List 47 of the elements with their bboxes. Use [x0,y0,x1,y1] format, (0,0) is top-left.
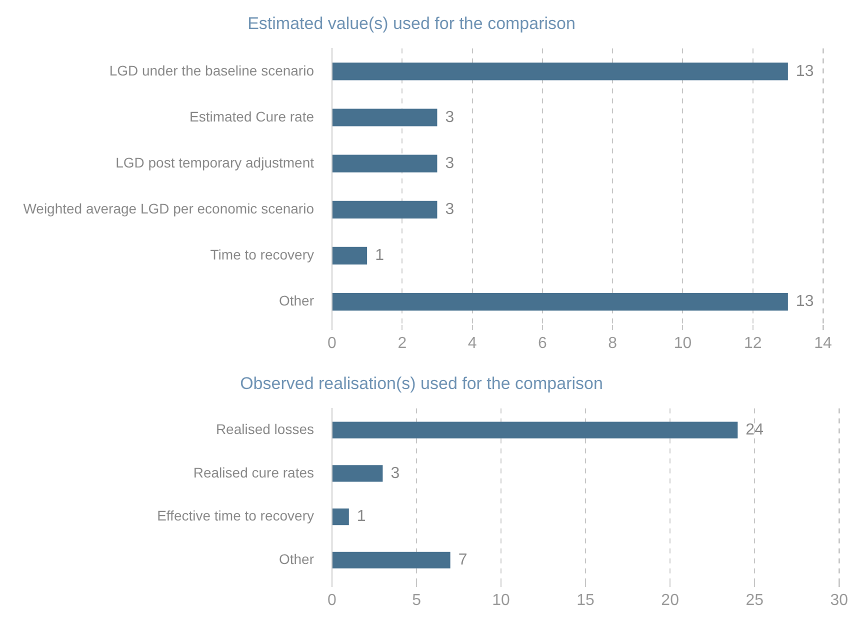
x-tick-label: 20 [661,592,680,609]
bar [332,200,438,218]
bar [332,552,450,568]
y-tick-label: Other [278,292,314,309]
x-tick-label: 8 [608,334,618,352]
bar [332,62,788,80]
x-tick-label: 0 [328,592,337,609]
x-tick-label: 10 [492,592,510,609]
bar [332,508,349,526]
y-tick-label: Other [278,550,314,567]
bar [332,465,383,482]
chart-title: Estimated value(s) used for the comparison [248,14,576,33]
bar [332,154,438,172]
x-tick-label: 2 [398,334,407,352]
x-tick-label: 15 [576,592,595,609]
data-label: 3 [445,108,454,126]
y-tick-label: LGD post temporary adjustment [116,154,314,170]
y-tick-label: Weighted average LGD per economic scenario [23,200,314,216]
x-tick-label: 6 [538,334,547,352]
x-tick-label: 14 [814,334,832,352]
y-tick-label: Realised losses [216,420,314,437]
y-tick-label: LGD under the baseline scenario [109,62,314,78]
bar [332,292,788,311]
x-tick-label: 4 [468,334,477,352]
data-label: 3 [390,464,400,482]
y-tick-label: Time to recovery [210,246,314,263]
data-label: 24 [746,421,764,438]
x-tick-label: 25 [746,592,764,609]
x-tick-label: 5 [412,592,422,609]
chart-title: Observed realisation(s) used for the comparison [240,374,603,393]
data-label: 13 [796,293,814,310]
bar [332,246,368,265]
data-label: 1 [356,508,366,526]
bar [332,108,438,126]
y-tick-label: Realised cure rates [193,464,314,480]
data-label: 1 [375,247,384,264]
x-tick-label: 30 [830,592,848,609]
data-label: 3 [445,154,454,172]
y-tick-label: Effective time to recovery [157,508,314,524]
data-label: 3 [445,201,454,218]
x-tick-label: 12 [744,334,762,352]
data-label: 7 [458,552,468,569]
data-label: 13 [796,62,814,80]
x-tick-label: 10 [674,334,692,352]
bar [332,422,738,438]
y-tick-label: Estimated Cure rate [190,108,314,124]
x-tick-label: 0 [328,334,337,352]
